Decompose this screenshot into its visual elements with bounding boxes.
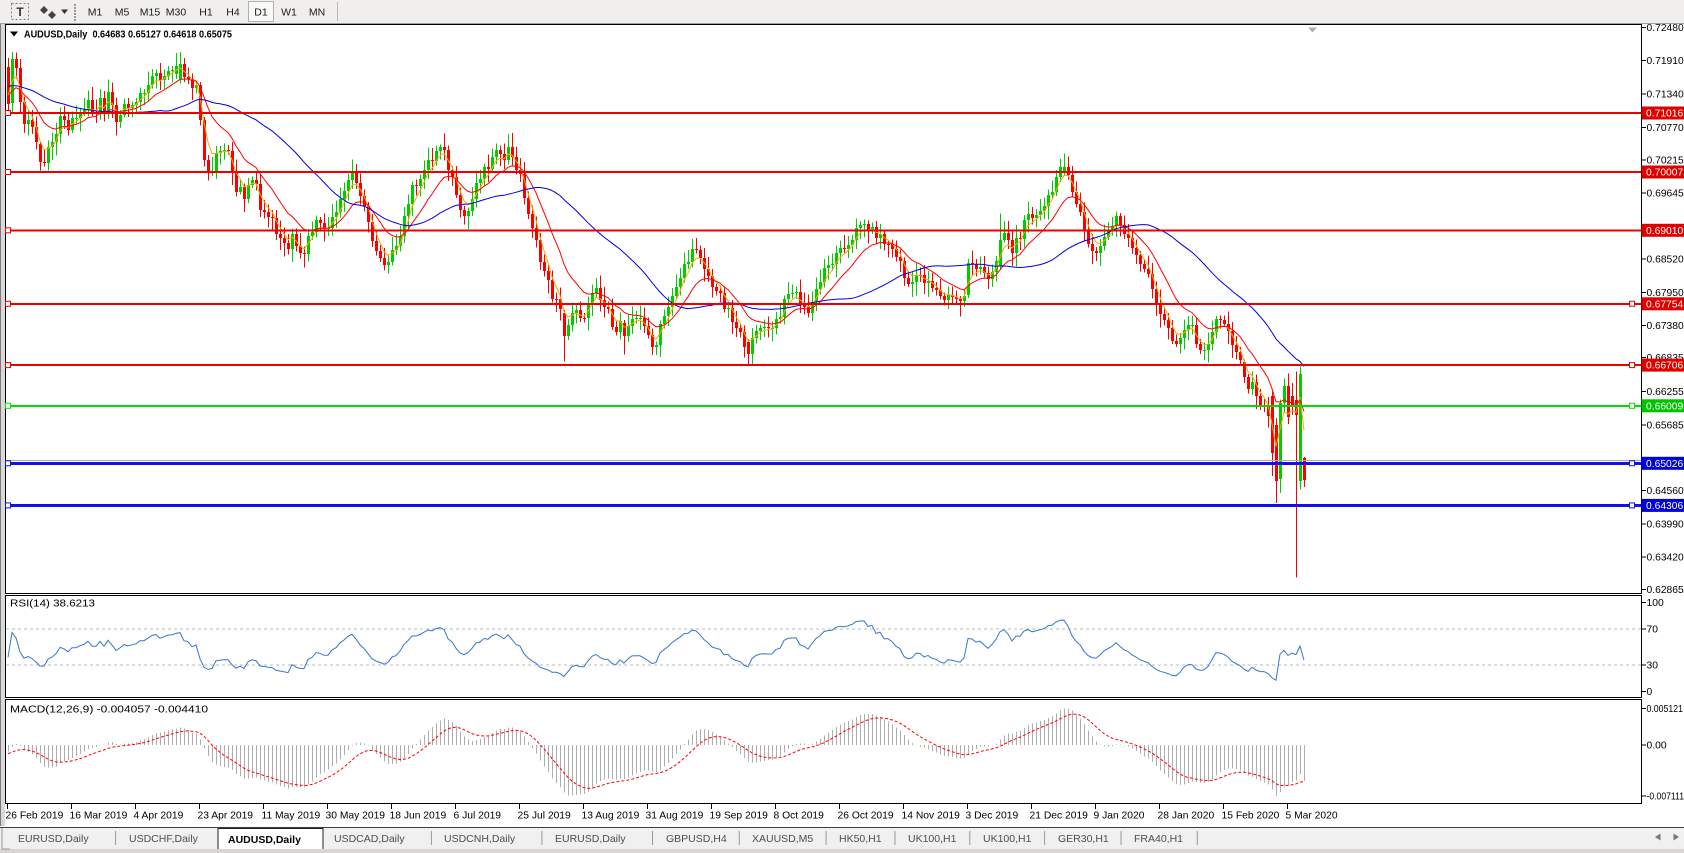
svg-text:30 May 2019: 30 May 2019 <box>326 811 386 822</box>
svg-text:26 Feb 2019: 26 Feb 2019 <box>6 811 64 822</box>
svg-text:0.69010: 0.69010 <box>1646 226 1683 237</box>
svg-text:0.68520: 0.68520 <box>1647 255 1684 266</box>
svg-text:MN: MN <box>309 7 325 19</box>
svg-text:M30: M30 <box>166 7 187 19</box>
svg-text:14 Nov 2019: 14 Nov 2019 <box>902 811 961 822</box>
svg-text:T: T <box>16 5 24 19</box>
svg-text:11 May 2019: 11 May 2019 <box>262 811 321 822</box>
svg-text:AUDUSD,Daily 0.64683 0.65127: AUDUSD,Daily 0.64683 0.65127 0.64618 0.6… <box>24 30 232 41</box>
svg-text:0.67754: 0.67754 <box>1646 299 1683 310</box>
svg-text:0.71340: 0.71340 <box>1647 90 1684 101</box>
svg-text:-0.007111: -0.007111 <box>1647 791 1684 802</box>
svg-text:0.62865: 0.62865 <box>1647 585 1684 596</box>
svg-text:0.71016: 0.71016 <box>1646 109 1683 120</box>
svg-text:0.66009: 0.66009 <box>1646 401 1683 412</box>
svg-text:M5: M5 <box>115 7 130 19</box>
svg-text:AUDUSD,Daily: AUDUSD,Daily <box>228 834 301 846</box>
svg-text:16 Mar 2019: 16 Mar 2019 <box>70 811 128 822</box>
svg-text:0.70770: 0.70770 <box>1647 123 1684 134</box>
svg-text:5 Mar 2020: 5 Mar 2020 <box>1286 811 1338 822</box>
svg-text:19 Sep 2019: 19 Sep 2019 <box>710 811 769 822</box>
svg-text:0: 0 <box>1647 687 1653 698</box>
svg-text:0.00: 0.00 <box>1647 741 1667 752</box>
svg-text:23 Apr 2019: 23 Apr 2019 <box>198 811 254 822</box>
svg-text:0.70007: 0.70007 <box>1646 168 1683 179</box>
svg-text:XAUUSD,M5: XAUUSD,M5 <box>752 833 813 845</box>
svg-text:15 Feb 2020: 15 Feb 2020 <box>1222 811 1280 822</box>
svg-text:100: 100 <box>1647 598 1664 609</box>
svg-text:70: 70 <box>1647 625 1659 636</box>
svg-text:0.64560: 0.64560 <box>1647 486 1684 497</box>
svg-text:H1: H1 <box>199 7 213 19</box>
svg-text:W1: W1 <box>281 7 297 19</box>
svg-text:GER30,H1: GER30,H1 <box>1058 833 1109 845</box>
svg-text:0.63990: 0.63990 <box>1647 519 1684 530</box>
svg-text:0.64306: 0.64306 <box>1646 501 1683 512</box>
svg-text:USDCAD,Daily: USDCAD,Daily <box>334 833 405 845</box>
svg-text:0.69645: 0.69645 <box>1647 189 1684 200</box>
svg-text:21 Dec 2019: 21 Dec 2019 <box>1030 811 1089 822</box>
svg-text:30: 30 <box>1647 660 1659 671</box>
svg-text:UK100,H1: UK100,H1 <box>908 833 957 845</box>
svg-text:0.67380: 0.67380 <box>1647 321 1684 332</box>
svg-text:0.005121: 0.005121 <box>1647 704 1684 715</box>
svg-text:M1: M1 <box>88 7 103 19</box>
svg-text:6 Jul 2019: 6 Jul 2019 <box>454 811 502 822</box>
svg-text:0.72480: 0.72480 <box>1647 23 1684 34</box>
svg-text:USDCNH,Daily: USDCNH,Daily <box>444 833 516 845</box>
svg-text:8 Oct 2019: 8 Oct 2019 <box>774 811 825 822</box>
svg-text:HK50,H1: HK50,H1 <box>839 833 882 845</box>
svg-text:0.66706: 0.66706 <box>1646 361 1683 372</box>
svg-text:0.66835: 0.66835 <box>1647 353 1684 364</box>
svg-text:D1: D1 <box>254 7 268 19</box>
svg-text:26 Oct 2019: 26 Oct 2019 <box>838 811 894 822</box>
svg-text:H4: H4 <box>226 7 240 19</box>
svg-text:18 Jun 2019: 18 Jun 2019 <box>390 811 447 822</box>
svg-text:0.65685: 0.65685 <box>1647 420 1684 431</box>
svg-text:3 Dec 2019: 3 Dec 2019 <box>966 811 1019 822</box>
svg-text:4 Apr 2019: 4 Apr 2019 <box>134 811 184 822</box>
svg-text:MACD(12,26,9) -0.004057 -0.004: MACD(12,26,9) -0.004057 -0.004410 <box>10 704 208 716</box>
svg-text:M15: M15 <box>140 7 161 19</box>
svg-text:13 Aug 2019: 13 Aug 2019 <box>582 811 640 822</box>
svg-text:25 Jul 2019: 25 Jul 2019 <box>518 811 572 822</box>
svg-text:0.63420: 0.63420 <box>1647 553 1684 564</box>
svg-text:0.70215: 0.70215 <box>1647 155 1684 166</box>
svg-text:GBPUSD,H4: GBPUSD,H4 <box>666 833 727 845</box>
svg-text:RSI(14) 38.6213: RSI(14) 38.6213 <box>10 598 95 610</box>
svg-text:EURUSD,Daily: EURUSD,Daily <box>18 833 89 845</box>
svg-text:UK100,H1: UK100,H1 <box>983 833 1032 845</box>
svg-text:EURUSD,Daily: EURUSD,Daily <box>555 833 626 845</box>
svg-text:9 Jan 2020: 9 Jan 2020 <box>1094 811 1145 822</box>
svg-text:31 Aug 2019: 31 Aug 2019 <box>646 811 704 822</box>
svg-text:FRA40,H1: FRA40,H1 <box>1134 833 1183 845</box>
svg-text:0.66255: 0.66255 <box>1647 387 1684 398</box>
svg-text:0.71910: 0.71910 <box>1647 56 1684 67</box>
svg-text:USDCHF,Daily: USDCHF,Daily <box>129 833 199 845</box>
svg-text:0.65026: 0.65026 <box>1646 459 1683 470</box>
svg-text:0.67950: 0.67950 <box>1647 288 1684 299</box>
svg-text:28 Jan 2020: 28 Jan 2020 <box>1158 811 1215 822</box>
